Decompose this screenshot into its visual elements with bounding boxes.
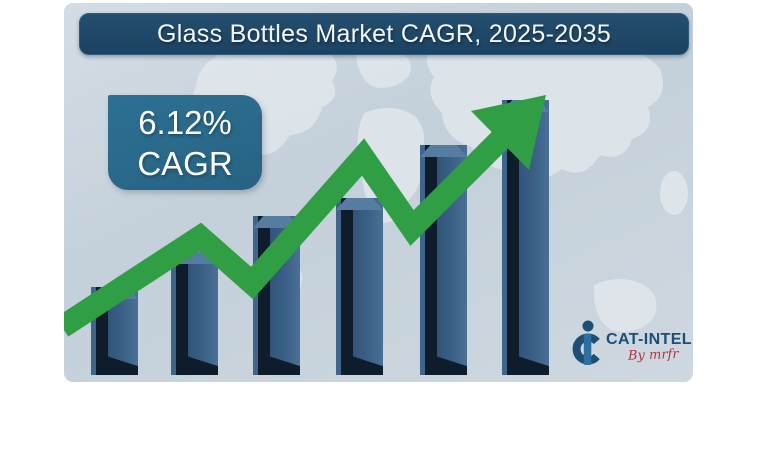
- bar-3: [253, 216, 300, 375]
- cagr-label: CAGR: [137, 144, 233, 182]
- chart-panel: Glass Bottles Market CAGR, 2025-2035 6.1…: [64, 3, 693, 382]
- bar-4: [336, 198, 383, 375]
- logo-brand-name: CAT-INTEL: [606, 331, 692, 348]
- cat-intel-icon: [572, 320, 600, 365]
- bar-6: [502, 100, 549, 375]
- brand-logo: CAT-INTEL By mrfr: [570, 319, 692, 369]
- logo-byline: By mrfr: [627, 346, 679, 364]
- cagr-callout: 6.12% CAGR: [108, 95, 262, 190]
- cagr-value: 6.12%: [138, 103, 232, 141]
- bar-2: [171, 252, 218, 375]
- title-banner: Glass Bottles Market CAGR, 2025-2035: [79, 13, 689, 55]
- title-text: Glass Bottles Market CAGR, 2025-2035: [156, 19, 612, 48]
- logo-text: CAT-INTEL By mrfr: [606, 319, 692, 364]
- bar-5: [420, 145, 467, 375]
- bar-1: [91, 287, 138, 375]
